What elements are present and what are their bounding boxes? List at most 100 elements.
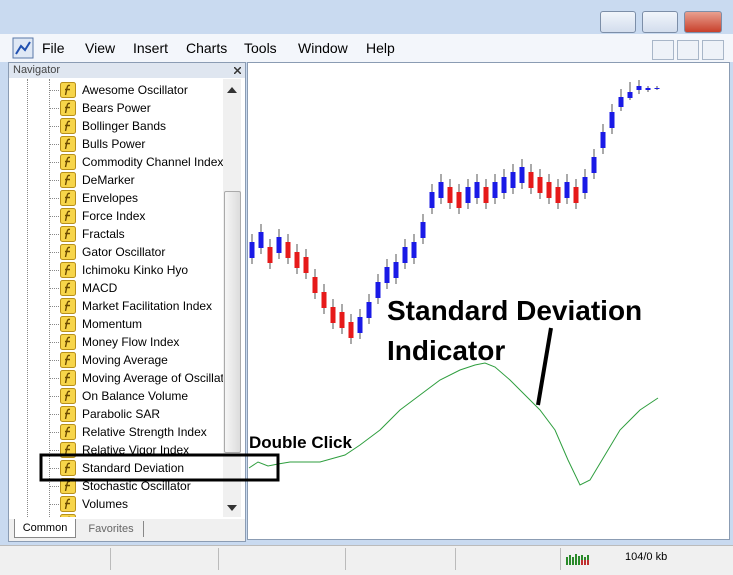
indicator-name: Fractals [82,227,125,241]
indicator-name: Awesome Oscillator [82,83,188,97]
indicator-icon [60,244,76,260]
menu-bar [0,34,733,62]
candle-bodies-down [267,172,579,338]
navigator-item[interactable]: Gator Oscillator [9,243,223,261]
indicator-icon [60,262,76,278]
navigator-panel: Navigator Awesome Oscillator Bears Power B… [8,62,246,542]
indicator-name: Volumes [82,497,129,511]
navigator-item[interactable]: Moving Average [9,351,223,369]
navigator-item[interactable]: Volumes [9,495,223,513]
indicator-icon [60,388,76,404]
indicator-icon [60,226,76,242]
indicator-name: Gator Oscillator [82,245,166,259]
menu-item[interactable]: Charts [186,40,228,56]
navigator-item[interactable]: Standard Deviation [9,459,223,477]
scroll-up[interactable] [227,87,237,93]
tree-line [27,79,28,517]
app-icon [12,37,34,59]
navigator-item[interactable]: Moving Average of Oscillator [9,369,223,387]
scrollbar[interactable] [223,79,241,517]
indicator-icon [60,118,76,134]
indicator-name: Moving Average of Oscillator [82,371,223,385]
indicator-icon [60,334,76,350]
menu-item[interactable]: View [85,40,116,56]
indicator-name: Ichimoku Kinko Hyo [82,263,189,277]
memory-usage: 104/0 kb [625,551,668,563]
mdi-minimize[interactable] [652,40,674,60]
navigator-item[interactable]: Ichimoku Kinko Hyo [9,261,223,279]
tree-connector [49,360,59,361]
indicator-icon [60,424,76,440]
annotation-line: Standard Deviation [387,295,642,326]
indicator-icon [60,460,76,476]
scroll-down[interactable] [227,505,237,511]
minimize-button[interactable] [600,11,636,33]
navigator-close[interactable] [234,67,241,74]
indicator-name: Williams' Percent Range [82,513,212,517]
navigator-item[interactable]: Fractals [9,225,223,243]
tree-connector [49,324,59,325]
scroll-thumb[interactable] [224,191,241,453]
menu-item[interactable]: Window [298,40,348,56]
maximize-button[interactable] [642,11,678,33]
indicator-icon [60,316,76,332]
tree-connector [49,234,59,235]
navigator-item[interactable]: Stochastic Oscillator [9,477,223,495]
indicator-name: Bulls Power [82,137,146,151]
menu-item[interactable]: File [42,40,65,56]
tree-connector [49,306,59,307]
tree-connector [49,162,59,163]
mdi-restore[interactable] [677,40,699,60]
navigator-item[interactable]: Parabolic SAR [9,405,223,423]
navigator-item[interactable]: Money Flow Index [9,333,223,351]
navigator-title: Navigator [13,64,61,76]
navigator-item[interactable]: Force Index [9,207,223,225]
navigator-item[interactable]: Relative Strength Index [9,423,223,441]
tab-favorites[interactable]: Favorites [79,521,144,537]
navigator-item[interactable]: On Balance Volume [9,387,223,405]
navigator-item[interactable]: Bulls Power [9,135,223,153]
navigator-item[interactable]: Bollinger Bands [9,117,223,135]
menu-item[interactable]: Insert [133,40,169,56]
tree-connector [49,432,59,433]
indicator-name: Relative Strength Index [82,425,207,439]
indicator-name: Envelopes [82,191,139,205]
status-bar: 104/0 kb [0,545,733,575]
mdi-close[interactable] [702,40,724,60]
indicator-icon [60,172,76,188]
tree-connector [49,414,59,415]
std-dev-line [248,362,659,486]
double-click-hint: Double Click [249,433,353,452]
navigator-item[interactable]: Commodity Channel Index [9,153,223,171]
navigator-item[interactable]: MACD [9,279,223,297]
tree-connector [49,144,59,145]
tab-common[interactable]: Common [14,519,76,538]
tree-connector [49,396,59,397]
navigator-item[interactable]: Williams' Percent Range [9,513,223,517]
indicator-name: Momentum [82,317,143,331]
indicator-name: DeMarker [82,173,135,187]
navigator-item[interactable]: Awesome Oscillator [9,81,223,99]
navigator-item[interactable]: Bears Power [9,99,223,117]
indicator-name: Moving Average [82,353,168,367]
menu-item[interactable]: Tools [244,40,277,56]
close-button[interactable] [684,11,722,33]
indicator-name: Bollinger Bands [82,119,167,133]
navigator-item[interactable]: Market Facilitation Index [9,297,223,315]
indicator-name: Market Facilitation Index [82,299,213,313]
navigator-item[interactable]: DeMarker [9,171,223,189]
indicator-name: Commodity Channel Index [82,155,223,169]
tree-connector [49,504,59,505]
tree-connector [49,378,59,379]
menu-item[interactable]: Help [366,40,395,56]
navigator-item[interactable]: Envelopes [9,189,223,207]
tree-connector [49,468,59,469]
tree-connector [49,486,59,487]
tree-connector [49,126,59,127]
navigator-item[interactable]: Momentum [9,315,223,333]
indicator-name: Parabolic SAR [82,407,161,421]
indicator-name: Stochastic Oscillator [82,479,191,493]
indicator-icon [60,298,76,314]
